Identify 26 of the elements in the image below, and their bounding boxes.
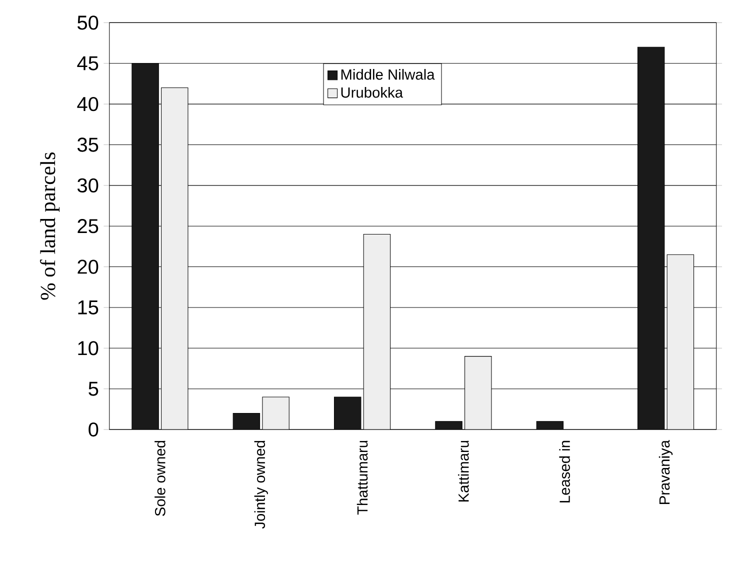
legend-label: Urubokka [341,86,404,98]
y-tick-label: 50 [78,15,98,30]
bar [536,421,564,430]
bar [334,396,362,430]
y-axis-title: % of land parcels [40,152,60,300]
bar [232,412,260,430]
y-tick-label: 25 [78,218,98,234]
x-tick-label: Pravaniya [658,440,673,504]
legend-label: Middle Nilwala [341,68,435,80]
x-tick-label: Leased in [559,440,570,502]
y-tick-label: 15 [78,300,98,314]
x-tick-label: Thattumaru [356,440,368,515]
x-tick-label: Kattimaru [458,440,469,502]
y-tick-label: 5 [88,382,98,396]
y-tick-label: 45 [77,56,98,70]
bar [435,421,462,430]
x-tick-label: Jointly owned [254,440,268,528]
y-tick-label: 40 [77,96,98,112]
x-tick-label: Sole owned [154,440,166,516]
y-tick-label: 35 [77,138,98,152]
bar [132,62,159,430]
y-tick-label: 10 [78,340,98,356]
y-tick-label: 30 [77,178,98,192]
y-tick-label: 20 [78,260,98,274]
bar [637,46,665,430]
y-tick-label: 0 [88,422,98,436]
